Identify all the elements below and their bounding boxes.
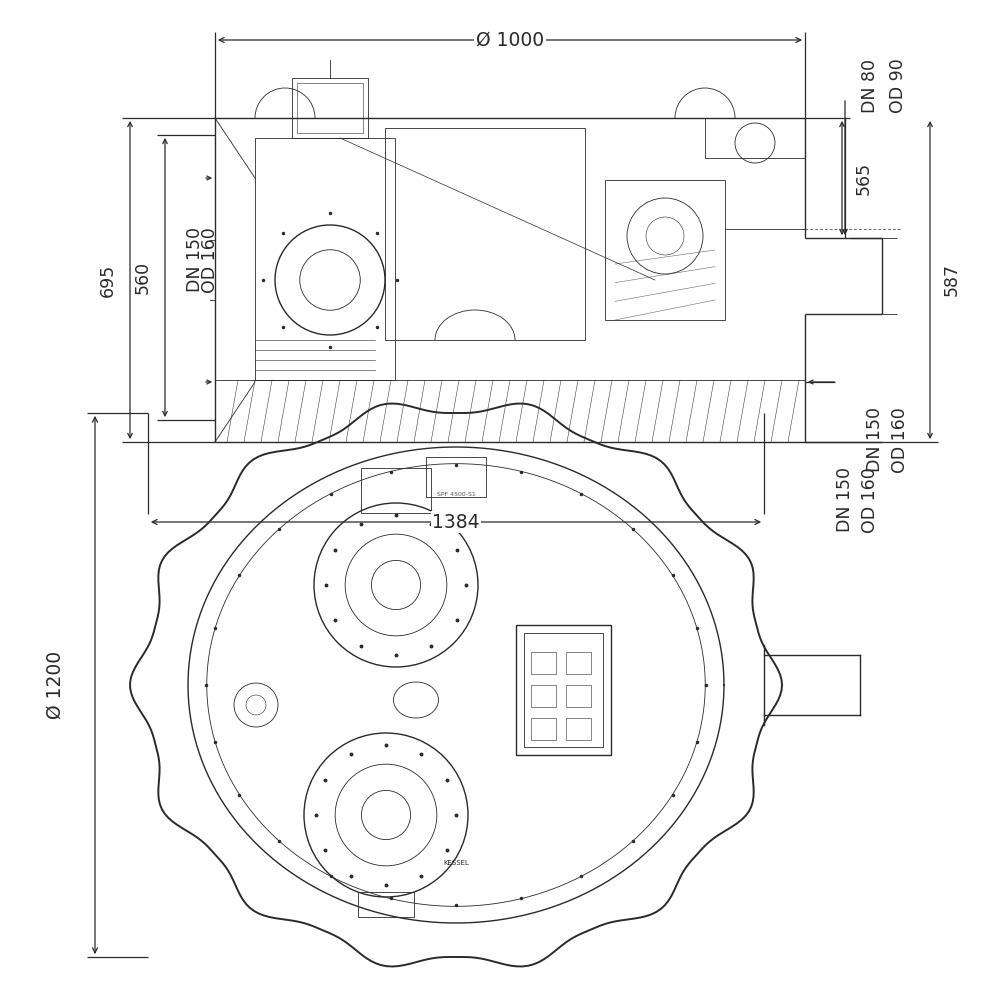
- Text: Ø 1200: Ø 1200: [46, 651, 64, 719]
- Text: 695: 695: [99, 263, 117, 297]
- Text: OD 90: OD 90: [889, 58, 907, 113]
- Bar: [516, 625, 611, 755]
- Text: OD 160: OD 160: [201, 227, 219, 293]
- Bar: [705, 118, 805, 158]
- Text: 560: 560: [134, 261, 152, 294]
- Text: OD 160: OD 160: [861, 467, 879, 533]
- Bar: [524, 633, 603, 747]
- Bar: [385, 128, 585, 340]
- Bar: [358, 892, 414, 917]
- Text: Ø 1000: Ø 1000: [476, 30, 544, 49]
- Bar: [361, 468, 431, 513]
- Text: 1384: 1384: [432, 512, 480, 532]
- Text: SPF 4500-S1: SPF 4500-S1: [437, 491, 475, 496]
- Text: KESSEL: KESSEL: [443, 860, 469, 866]
- Bar: [297, 83, 363, 133]
- Text: 565: 565: [855, 161, 873, 195]
- Bar: [292, 78, 368, 138]
- Text: DN 80: DN 80: [861, 59, 879, 113]
- Bar: [566, 685, 591, 707]
- Bar: [426, 457, 486, 497]
- Bar: [566, 718, 591, 740]
- Text: 587: 587: [943, 263, 961, 296]
- Bar: [605, 180, 725, 320]
- Bar: [531, 652, 556, 674]
- Text: DN 150: DN 150: [186, 228, 204, 292]
- Text: DN 150: DN 150: [836, 468, 854, 532]
- Text: OD 160: OD 160: [891, 407, 909, 473]
- Bar: [566, 652, 591, 674]
- Text: DN 150: DN 150: [866, 408, 884, 473]
- Bar: [531, 718, 556, 740]
- Bar: [531, 685, 556, 707]
